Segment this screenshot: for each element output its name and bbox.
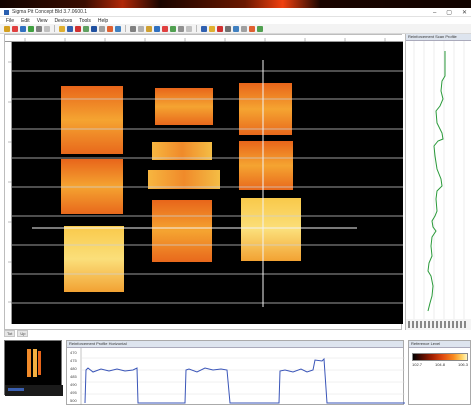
menu-tools[interactable]: Tools [79,17,91,24]
legend-title: Reference Level [409,341,470,348]
toolbar-button-icon[interactable] [241,25,247,32]
toolbar-button-icon[interactable] [67,25,73,32]
bottom-panel-title: Reinforcement Profile Horizontal [67,341,403,348]
toolbar-button-icon[interactable] [162,25,168,32]
scan-image[interactable] [12,42,403,324]
menu-view[interactable]: View [36,17,48,24]
toolbar-button-icon[interactable] [257,25,263,32]
menu-file[interactable]: File [6,17,15,24]
horizontal-ruler [5,35,403,42]
horizontal-profile-panel: Reinforcement Profile Horizontal 470 475… [66,340,405,405]
toolbar-button-icon[interactable] [91,25,97,32]
toolbar-button-icon[interactable] [75,25,81,32]
color-scale-ticks: 102.7 104.8 106.3 [412,362,468,367]
toolbar-separator [196,25,197,32]
toolbar-button-icon[interactable] [138,25,144,32]
toolbar-button-icon[interactable] [146,25,152,32]
menu-bar: File Edit View Devices Tools Help [0,17,471,24]
y-tick-label: 475 [70,358,77,363]
minimize-icon[interactable]: – [432,9,437,16]
toolbar-button-icon[interactable] [209,25,215,32]
toolbar [0,24,471,34]
side-profile-plot [413,41,465,319]
y-tick-label: 485 [70,374,77,379]
menu-edit[interactable]: Edit [21,17,30,24]
toolbar-button-icon[interactable] [249,25,255,32]
side-profile-line [427,51,446,312]
overview-thumbnail[interactable] [4,340,63,396]
rebar-blocks [61,83,301,292]
toolbar-button-icon[interactable] [233,25,239,32]
window-titlebar: Sigma Pit Concept Bld 3.7.0600.1 – ▢ ✕ [0,8,471,17]
toolbar-button-icon[interactable] [59,25,65,32]
status-up-button[interactable]: Up [17,329,29,337]
legend-tick-min: 102.7 [412,362,423,367]
horizontal-profile-plot: 470 475 480 485 490 495 500 [70,348,405,405]
y-tick-label: 495 [70,390,77,395]
toolbar-button-icon[interactable] [130,25,136,32]
grid-lines [12,70,403,304]
color-scale-bar [412,353,468,361]
side-panel-title: Reinforcement Scan Profile [406,34,471,41]
side-profile-panel: Reinforcement Scan Profile [405,34,471,330]
y-tick-label: 470 [70,350,77,355]
color-legend-panel: Reference Level 102.7 104.8 106.3 [408,340,471,405]
toolbar-button-icon[interactable] [12,25,18,32]
toolbar-button-icon[interactable] [170,25,176,32]
toolbar-separator [125,25,126,32]
app-icon [4,9,9,15]
toolbar-button-icon[interactable] [83,25,89,32]
toolbar-button-icon[interactable] [107,25,113,32]
toolbar-button-icon[interactable] [115,25,121,32]
side-panel-axis-labels [406,319,471,330]
menu-devices[interactable]: Devices [54,17,73,24]
toolbar-button-icon[interactable] [4,25,10,32]
toolbar-button-icon[interactable] [178,25,184,32]
vertical-ruler [5,42,12,324]
toolbar-button-icon[interactable] [20,25,26,32]
y-tick-label: 490 [70,382,77,387]
legend-tick-mid: 104.8 [434,362,445,367]
toolbar-button-icon[interactable] [28,25,34,32]
legend-tick-max: 106.3 [457,362,468,367]
toolbar-button-icon[interactable] [44,25,50,32]
toolbar-button-icon[interactable] [36,25,42,32]
toolbar-button-icon[interactable] [154,25,160,32]
status-tot-button[interactable]: Tot [4,329,16,337]
toolbar-button-icon[interactable] [217,25,223,32]
toolbar-button-icon[interactable] [225,25,231,32]
scan-view-panel [4,34,403,330]
toolbar-button-icon[interactable] [186,25,192,32]
toolbar-separator [54,25,55,32]
toolbar-button-icon[interactable] [99,25,105,32]
y-tick-label: 480 [70,366,77,371]
close-icon[interactable]: ✕ [461,10,467,16]
maximize-icon[interactable]: ▢ [446,10,452,16]
status-row: Tot Up [4,329,68,337]
horizontal-profile-line [84,357,405,404]
window-controls: – ▢ ✕ [433,8,467,17]
window-title: Sigma Pit Concept Bld 3.7.0600.1 [12,9,88,15]
y-tick-label: 500 [70,398,77,403]
desktop-background-strip [0,0,471,8]
menu-help[interactable]: Help [97,17,109,24]
toolbar-button-icon[interactable] [201,25,207,32]
